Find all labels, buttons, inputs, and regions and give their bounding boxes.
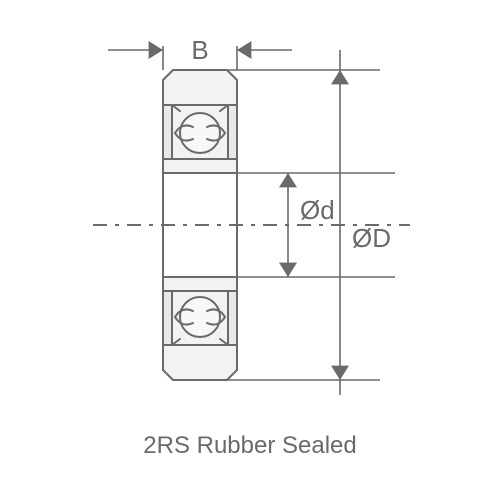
diagram-stage: B Ød ØD 2RS Rubber Sealed [0, 0, 500, 500]
svg-text:B: B [191, 35, 208, 65]
caption-text: 2RS Rubber Sealed [0, 432, 500, 460]
svg-text:ØD: ØD [352, 223, 391, 253]
svg-text:Ød: Ød [300, 195, 335, 225]
bearing-cross-section: B Ød ØD [0, 0, 500, 430]
